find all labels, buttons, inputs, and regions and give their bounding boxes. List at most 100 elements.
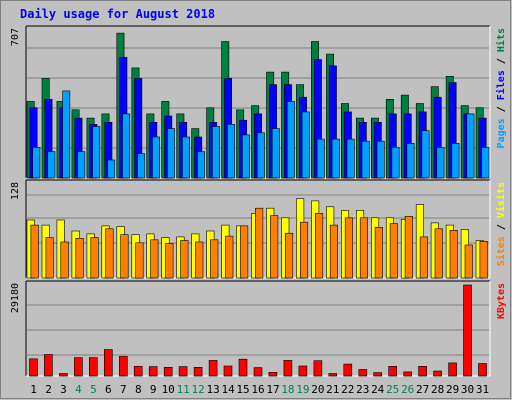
y-max-label: 29180 [10,283,21,313]
bar-sites-day-17 [270,215,279,279]
x-tick-label: 3 [60,383,67,396]
x-tick-label: 12 [191,383,204,396]
x-tick-label: 5 [90,383,97,396]
x-tick-label: 20 [311,383,324,396]
bar-pages-day-5 [92,126,101,179]
bar-sites-day-4 [75,238,84,279]
bar-sites-day-9 [150,239,159,279]
bar-kbytes-day-8 [133,365,143,377]
legend-entry: Visits [495,182,507,218]
y-max-label: 128 [10,182,21,200]
bar-kbytes-day-15 [238,358,248,377]
legend-entry: / [496,218,507,236]
bar-pages-day-1 [32,147,41,179]
x-tick-label: 26 [401,383,414,396]
bar-sites-day-2 [45,237,54,279]
bar-sites-day-1 [30,224,39,279]
x-tick-label: 18 [281,383,294,396]
bar-sites-day-3 [60,241,69,279]
bar-pages-day-30 [466,113,475,179]
x-tick-label: 30 [461,383,474,396]
bar-pages-day-4 [77,151,86,179]
bar-pages-day-31 [481,147,490,179]
bar-sites-day-10 [165,243,174,279]
bar-sites-day-19 [299,221,309,279]
bar-kbytes-day-7 [119,356,128,377]
bar-sites-day-26 [404,216,413,279]
bar-pages-day-7 [122,113,131,179]
panel-legend: KBytes [496,283,507,319]
bar-pages-day-15 [242,134,250,179]
legend-entry: Hits [495,28,507,52]
bar-sites-day-15 [240,225,249,279]
bar-pages-day-14 [227,124,235,179]
bar-sites-day-16 [255,207,264,279]
bar-kbytes-day-23 [358,369,368,377]
legend-entry: KBytes [496,283,507,319]
bar-pages-day-26 [406,143,415,179]
x-tick-label: 29 [446,383,459,396]
bar-pages-day-11 [182,136,190,179]
x-tick-label: 8 [135,383,142,396]
bar-kbytes-day-22 [343,363,353,377]
bar-pages-day-22 [346,138,355,179]
x-tick-label: 22 [341,383,354,396]
x-tick-label: 13 [206,383,219,396]
bar-pages-day-2 [47,151,56,179]
legend-entry: Pages [496,118,507,148]
bar-sites-day-7 [120,234,129,279]
x-tick-label: 11 [177,383,190,396]
bar-sites-day-13 [210,239,219,279]
x-tick-label: 19 [296,383,309,396]
bar-kbytes-day-27 [418,365,427,377]
bar-kbytes-day-26 [403,371,413,377]
bar-pages-day-13 [212,126,220,179]
bar-sites-day-29 [449,230,458,279]
bar-kbytes-day-11 [178,366,188,377]
bar-kbytes-day-17 [268,371,278,377]
bar-pages-day-3 [62,90,71,179]
x-tick-label: 16 [251,383,264,396]
bar-kbytes-day-14 [223,365,233,377]
bar-pages-day-27 [421,130,430,179]
bar-sites-day-12 [195,241,204,279]
bar-kbytes-day-6 [104,349,113,377]
bar-sites-day-31 [479,241,488,279]
bar-kbytes-day-31 [478,363,487,377]
bar-kbytes-day-18 [283,360,293,377]
bar-pages-day-6 [107,159,116,179]
bar-kbytes-day-30 [463,284,472,377]
bar-kbytes-day-24 [373,372,383,377]
bar-kbytes-day-19 [298,365,308,377]
bar-pages-day-9 [152,136,160,179]
bar-sites-day-11 [180,240,189,279]
panel-legend: Pages / Files / Hits [495,28,507,148]
bar-kbytes-day-28 [433,370,442,377]
x-tick-label: 28 [431,383,444,396]
x-tick-label: 7 [120,383,127,396]
x-tick-label: 17 [266,383,279,396]
bar-kbytes-day-3 [59,373,68,377]
bar-kbytes-day-29 [448,362,457,377]
bar-pages-day-10 [167,128,175,179]
legend-separator: / [496,100,507,118]
bar-pages-day-24 [376,140,385,179]
x-tick-label: 31 [476,383,489,396]
bar-kbytes-day-25 [388,365,398,377]
bar-pages-day-19 [301,111,310,179]
bar-sites-day-21 [329,224,339,279]
x-tick-label: 14 [221,383,235,396]
legend-entry: Sites [495,236,507,266]
x-tick-label: 6 [105,383,112,396]
x-tick-label: 1 [30,383,37,396]
bar-pages-day-23 [361,140,370,179]
bar-pages-day-8 [137,153,146,179]
data-bars [26,32,490,377]
bar-sites-day-14 [225,235,234,279]
bar-kbytes-day-20 [313,360,323,377]
bar-sites-day-25 [389,223,398,279]
